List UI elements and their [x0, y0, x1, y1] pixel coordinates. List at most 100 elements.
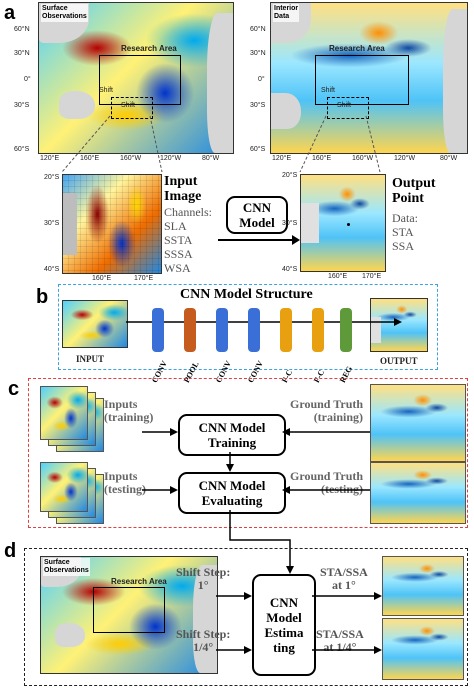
layer-pool [184, 308, 196, 352]
out-lat-1: 20°S [282, 172, 298, 179]
layer-fc-1 [280, 308, 292, 352]
crop-lat-2: 30°S [44, 220, 60, 227]
layer-reg [340, 308, 352, 352]
panel-letter-a: a [4, 2, 16, 24]
channels-title: Channels: [164, 205, 212, 219]
shift-box-2 [327, 97, 369, 119]
lon-tick-4: 120°W [160, 155, 182, 162]
out-1-image [382, 556, 464, 616]
lat-tick-5: 60°S [14, 146, 30, 153]
lat-tick-4: 30°S [14, 102, 30, 109]
out-1-label: STA/SSA at 1° [320, 565, 368, 592]
map-tag-surface: Surface Observations [41, 4, 88, 22]
lon2-tick-3: 160°W [352, 155, 374, 162]
channel-sssa: SSSA [164, 247, 193, 261]
panel-d-frame [24, 548, 468, 686]
panel-b-frame [58, 284, 438, 370]
channel-ssta: SSTA [164, 233, 193, 247]
layer-fc-2 [312, 308, 324, 352]
lat2-tick-5: 60°S [250, 146, 266, 153]
surface-observations-map: Surface Observations Research Area Shift… [38, 2, 234, 154]
layer-conv-2 [216, 308, 228, 352]
shift-label-a2: Shift [321, 87, 336, 94]
input-image-title: Input Image [164, 174, 202, 204]
cnn-structure-title: CNN Model Structure [180, 287, 313, 302]
gt-testing-image [370, 462, 466, 524]
shift-label-a2b: Shift [337, 102, 352, 109]
output-land [301, 203, 319, 243]
out-lat-2: 30°S [282, 220, 298, 227]
channel-wsa: WSA [164, 261, 191, 275]
structure-output-label: OUTPUT [380, 356, 418, 366]
out-lat-3: 40°S [282, 266, 298, 273]
research-area-label-2: Research Area [329, 44, 385, 53]
lon2-tick-5: 80°W [440, 155, 458, 162]
australia-landmass [59, 91, 95, 119]
output-point-crop [300, 174, 386, 272]
gt-training-image [370, 384, 466, 462]
lon2-tick-4: 120°W [394, 155, 416, 162]
panel-c-frame [28, 378, 468, 528]
structure-output-image [370, 298, 428, 352]
data-ssa: SSA [392, 239, 415, 253]
research-area-box-2 [315, 55, 409, 105]
australia-landmass-2 [271, 93, 301, 129]
crop-lat-3: 40°S [44, 266, 60, 273]
lat2-tick-3: 0° [258, 76, 265, 83]
panel-letter-d: d [4, 540, 17, 562]
lat2-tick-1: 60°N [250, 26, 266, 33]
shift-label-a1b: Shift [121, 102, 136, 109]
map-tag-interior: Interior Data [273, 4, 300, 22]
crop-lon-2: 170°E [134, 275, 154, 282]
panel-letter-c: c [8, 378, 20, 400]
panel-letter-b: b [36, 286, 49, 308]
structure-input-label: INPUT [76, 354, 105, 364]
output-point-title: Output Point [392, 176, 436, 206]
panel-d-surface-map: Surface Observations Research Area [40, 556, 218, 674]
lat-tick-3: 0° [24, 76, 31, 83]
cnn-estimating-box: CNN Model Estima ting [252, 574, 316, 676]
data-title: Data: [392, 211, 418, 225]
d-research-area-label: Research Area [111, 577, 167, 586]
lat2-tick-2: 30°N [250, 50, 266, 57]
data-sta: STA [392, 225, 414, 239]
lon-tick-5: 80°W [202, 155, 220, 162]
layer-conv-1 [152, 308, 164, 352]
input-image-crop [62, 174, 162, 274]
out-lon-1: 160°E [328, 273, 348, 280]
lon2-tick-1: 120°E [272, 155, 292, 162]
gt-training-label: Ground Truth (training) [290, 397, 364, 424]
research-area-label: Research Area [121, 44, 177, 53]
shift-label-a1: Shift [99, 87, 114, 94]
america-landmass-2 [443, 9, 467, 153]
lat-tick-1: 60°N [14, 26, 30, 33]
lat2-tick-4: 30°S [250, 102, 266, 109]
cnn-evaluating-box: CNN Model Evaluating [178, 472, 286, 514]
lon2-tick-2: 160°E [312, 155, 332, 162]
cnn-training-box: CNN Model Training [178, 414, 286, 456]
research-area-box [99, 55, 181, 105]
lon-tick-3: 160°W [120, 155, 142, 162]
train-input-stack-1 [40, 386, 88, 440]
channel-sla: SLA [164, 219, 187, 233]
output-point-dot [347, 223, 350, 226]
out-lon-2: 170°E [362, 273, 382, 280]
shift-step-2-label: Shift Step: 1/4° [176, 627, 231, 654]
d-australia [55, 623, 85, 647]
inputs-training-label: Inputs (training) [104, 397, 154, 424]
inputs-testing-label: Inputs (testing) [104, 469, 146, 496]
structure-input-image [62, 300, 128, 348]
test-input-stack-1 [40, 462, 88, 512]
shift-box [111, 97, 153, 119]
lon-tick-2: 160°E [80, 155, 100, 162]
shift-step-1-label: Shift Step: 1° [176, 565, 231, 592]
lat-tick-2: 30°N [14, 50, 30, 57]
crop-land [63, 193, 77, 255]
lon-tick-1: 120°E [40, 155, 60, 162]
structure-output-land [371, 317, 381, 343]
cnn-model-box-a: CNN Model [226, 196, 288, 234]
america-landmass [207, 13, 233, 153]
